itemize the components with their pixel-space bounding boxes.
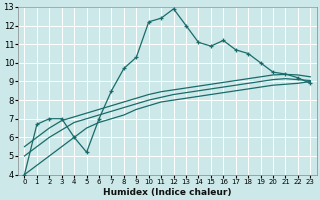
X-axis label: Humidex (Indice chaleur): Humidex (Indice chaleur) [103,188,232,197]
